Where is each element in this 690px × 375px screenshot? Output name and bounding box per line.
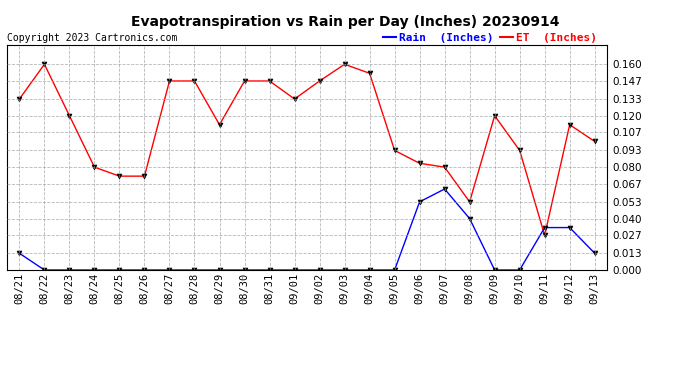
Legend: Rain  (Inches), ET  (Inches): Rain (Inches), ET (Inches) <box>378 28 602 47</box>
Text: Copyright 2023 Cartronics.com: Copyright 2023 Cartronics.com <box>7 33 177 43</box>
Text: Evapotranspiration vs Rain per Day (Inches) 20230914: Evapotranspiration vs Rain per Day (Inch… <box>130 15 560 29</box>
